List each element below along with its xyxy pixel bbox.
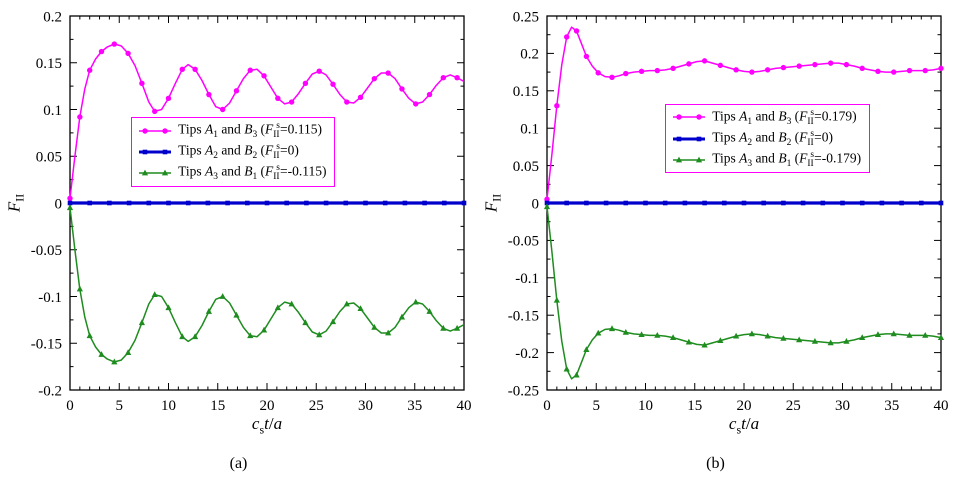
- legend-marker-square-icon: [139, 149, 172, 155]
- svg-text:-0.15: -0.15: [31, 337, 62, 353]
- axis-ticks: [546, 15, 942, 391]
- svg-text:0.15: 0.15: [36, 56, 62, 72]
- svg-text:-0.05: -0.05: [31, 243, 62, 259]
- axis-ticks: [69, 15, 465, 391]
- legend-marker-triangle-icon: [139, 169, 172, 176]
- legend-entry-1: Tips A2 and B2 (FIIs=0): [671, 129, 861, 148]
- svg-text:15: 15: [687, 398, 702, 414]
- svg-text:25: 25: [786, 398, 801, 414]
- legend-label: Tips A1 and B3 (FIIs=0.115): [178, 120, 322, 141]
- svg-text:-0.05: -0.05: [508, 234, 539, 250]
- svg-text:0.25: 0.25: [513, 9, 539, 25]
- legend-entry-0: Tips A1 and B3 (FIIs=0.115): [137, 121, 326, 140]
- svg-text:0.2: 0.2: [520, 47, 539, 63]
- chart-b-y-axis-label: FII: [481, 193, 504, 213]
- svg-text:-0.1: -0.1: [515, 271, 539, 287]
- svg-text:25: 25: [309, 398, 324, 414]
- chart-b-caption: (b): [706, 455, 725, 472]
- chart-b-x-axis-label: cst/a: [728, 414, 760, 437]
- svg-text:15: 15: [210, 398, 225, 414]
- legend-marker-triangle-icon: [673, 156, 706, 163]
- series-1: [67, 200, 467, 206]
- svg-text:30: 30: [835, 398, 850, 414]
- tick-labels: 0 5 10 15 20 25 30 35 40 -0.25 -0.2 -0.15 -0.1 -0.05 0…: [508, 9, 949, 414]
- svg-text:-0.15: -0.15: [508, 308, 539, 324]
- svg-text:5: 5: [116, 398, 124, 414]
- chart-a-y-axis-label: FII: [4, 193, 27, 213]
- legend-entry-2: Tips A3 and B1 (FIIs=-0.179): [671, 150, 861, 169]
- legend-marker-circle-icon: [673, 114, 706, 121]
- chart-a-caption: (a): [229, 455, 248, 472]
- svg-text:0: 0: [532, 196, 540, 212]
- legend-label: Tips A1 and B3 (FIIs=0.179): [712, 107, 857, 128]
- svg-text:0.1: 0.1: [520, 121, 539, 137]
- legend-entry-0: Tips A1 and B3 (FIIs=0.179): [671, 108, 861, 127]
- svg-text:10: 10: [638, 398, 653, 414]
- svg-text:30: 30: [358, 398, 373, 414]
- legend-marker-circle-icon: [139, 127, 172, 134]
- svg-text:35: 35: [884, 398, 899, 414]
- svg-text:-0.2: -0.2: [38, 383, 62, 399]
- series-2: [543, 203, 945, 380]
- svg-text:0: 0: [55, 196, 63, 212]
- series-1: [544, 200, 944, 206]
- chart-panel-b: 0 5 10 15 20 25 30 35 40 -0.25 -0.2 -0.15 -0.1 -0.05 0…: [477, 0, 954, 481]
- legend-label: Tips A3 and B1 (FIIs=-0.115): [178, 163, 327, 183]
- chart-b-canvas: 0 5 10 15 20 25 30 35 40 -0.25 -0.2 -0.15 -0.1 -0.05 0…: [508, 9, 949, 414]
- svg-text:0.05: 0.05: [36, 150, 62, 166]
- legend-entry-1: Tips A2 and B2 (FIIs=0): [137, 142, 326, 161]
- svg-text:-0.25: -0.25: [508, 383, 539, 399]
- svg-text:35: 35: [407, 398, 422, 414]
- chart-a-x-axis-label: cst/a: [251, 414, 283, 437]
- svg-text:0: 0: [543, 398, 551, 414]
- svg-text:40: 40: [457, 398, 472, 414]
- svg-text:0.2: 0.2: [43, 9, 62, 25]
- series-0: [544, 26, 944, 202]
- svg-text:20: 20: [737, 398, 752, 414]
- svg-text:5: 5: [593, 398, 601, 414]
- legend-label: Tips A2 and B2 (FIIs=0): [712, 129, 833, 149]
- svg-text:-0.2: -0.2: [515, 346, 539, 362]
- chart-panel-a: 0 5 10 15 20 25 30 35 40 -0.2 -0.15 -0.1 -0.05 0 0.05 0…: [4, 9, 472, 472]
- svg-text:0.05: 0.05: [513, 159, 539, 175]
- svg-text:0.1: 0.1: [43, 103, 62, 119]
- legend-entry-2: Tips A3 and B1 (FIIs=-0.115): [137, 163, 327, 183]
- chart-a-canvas: 0 5 10 15 20 25 30 35 40 -0.2 -0.15 -0.1 -0.05 0 0.05 0…: [31, 9, 472, 414]
- series-0: [67, 41, 465, 202]
- svg-text:-0.1: -0.1: [38, 290, 62, 306]
- legend-label: Tips A3 and B1 (FIIs=-0.179): [712, 150, 862, 170]
- chart-b-legend: Tips A1 and B3 (FIIs=0.179) Tips A2 and B…: [665, 103, 871, 174]
- svg-text:0: 0: [66, 398, 74, 414]
- chart-a-legend: Tips A1 and B3 (FIIs=0.115) Tips A2 and B…: [131, 116, 336, 187]
- svg-text:10: 10: [161, 398, 176, 414]
- tick-labels: 0 5 10 15 20 25 30 35 40 -0.2 -0.15 -0.1 -0.05 0 0.05 0…: [31, 9, 472, 414]
- legend-label: Tips A2 and B2 (FIIs=0): [178, 142, 299, 162]
- legend-marker-square-icon: [673, 136, 706, 141]
- svg-text:20: 20: [260, 398, 275, 414]
- series-2: [66, 204, 465, 365]
- svg-text:40: 40: [934, 398, 949, 414]
- svg-text:0.15: 0.15: [513, 84, 539, 100]
